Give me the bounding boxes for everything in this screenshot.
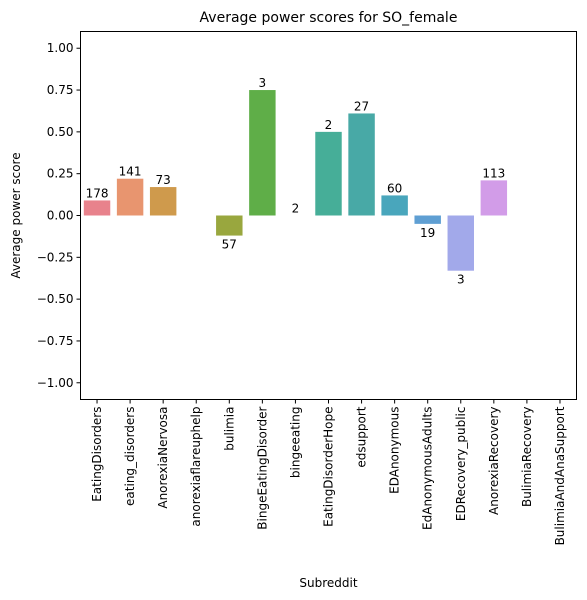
x-tick-label: edsupport <box>355 406 369 467</box>
x-tick-label: bulimia <box>222 407 236 451</box>
bar-value-label: 27 <box>354 99 369 113</box>
x-tick-label: eating_disorders <box>123 407 137 506</box>
bar-EatingDisorders <box>83 200 111 216</box>
y-tick-label: −0.50 <box>37 292 74 306</box>
bar-bulimia <box>216 215 243 236</box>
y-tick-label: 0.00 <box>47 209 74 223</box>
x-tick-label: anorexiaflareuphelp <box>189 407 203 527</box>
bar-labels-layer: 178 141 73 57 3 2 2 27 60 19 3 113 <box>86 76 506 287</box>
x-tick-label: BingeEatingDisorder <box>255 406 269 529</box>
x-tick-label: EatingDisorders <box>90 407 104 502</box>
plot-frame <box>80 31 577 400</box>
y-axis: −1.00 −0.75 −0.50 −0.25 0.00 0.25 0.50 0.75 1.00 <box>37 41 81 390</box>
bar-AnorexiaRecovery <box>480 180 508 216</box>
bar-BingeEatingDisorder <box>249 90 276 216</box>
y-axis-label: Average power score <box>9 152 23 278</box>
bar-EDRecovery_public <box>447 215 474 271</box>
x-axis-label: Subreddit <box>299 576 357 590</box>
bars-layer <box>83 90 508 271</box>
y-tick-label: −0.75 <box>37 334 74 348</box>
bar-eating_disorders <box>116 178 144 216</box>
y-tick-label: −1.00 <box>37 376 74 390</box>
y-tick-label: 0.25 <box>47 167 74 181</box>
x-tick-label: bingeeating <box>288 407 302 479</box>
bar-EatingDisorderHope <box>315 131 342 216</box>
y-tick-label: 0.75 <box>47 83 74 97</box>
x-tick-label: BulimiaRecovery <box>520 407 534 508</box>
bar-value-label: 60 <box>387 181 402 195</box>
bar-EdAnonymousAdults <box>414 215 441 224</box>
bar-edsupport <box>348 113 375 216</box>
bar-value-label: 178 <box>86 186 109 200</box>
x-tick-label: AnorexiaNervosa <box>156 407 170 509</box>
bar-value-label: 113 <box>482 166 505 180</box>
bar-AnorexiaNervosa <box>149 187 177 216</box>
bar-value-label: 2 <box>292 202 300 216</box>
x-tick-label: EDRecovery_public <box>454 407 468 522</box>
bar-value-label: 19 <box>420 226 435 240</box>
bar-value-label: 3 <box>457 273 465 287</box>
bar-value-label: 141 <box>119 165 142 179</box>
y-tick-label: 1.00 <box>47 41 74 55</box>
x-tick-label: EDAnonymous <box>388 407 402 494</box>
bar-EDAnonymous <box>381 195 408 216</box>
chart-title: Average power scores for SO_female <box>200 10 458 26</box>
y-tick-label: −0.25 <box>37 250 74 264</box>
bar-value-label: 2 <box>325 118 333 132</box>
bar-value-label: 57 <box>222 238 237 252</box>
x-tick-label: EatingDisorderHope <box>322 407 336 527</box>
x-tick-label: BulimiaAndAnaSupport <box>553 406 567 545</box>
x-axis: EatingDisorders eating_disorders AnorexiaN… <box>90 399 567 545</box>
y-tick-label: 0.50 <box>47 125 74 139</box>
x-tick-label: EdAnonymousAdults <box>421 407 435 530</box>
bar-value-label: 73 <box>156 173 171 187</box>
x-tick-label: AnorexiaRecovery <box>487 407 501 515</box>
bar-value-label: 3 <box>259 76 267 90</box>
